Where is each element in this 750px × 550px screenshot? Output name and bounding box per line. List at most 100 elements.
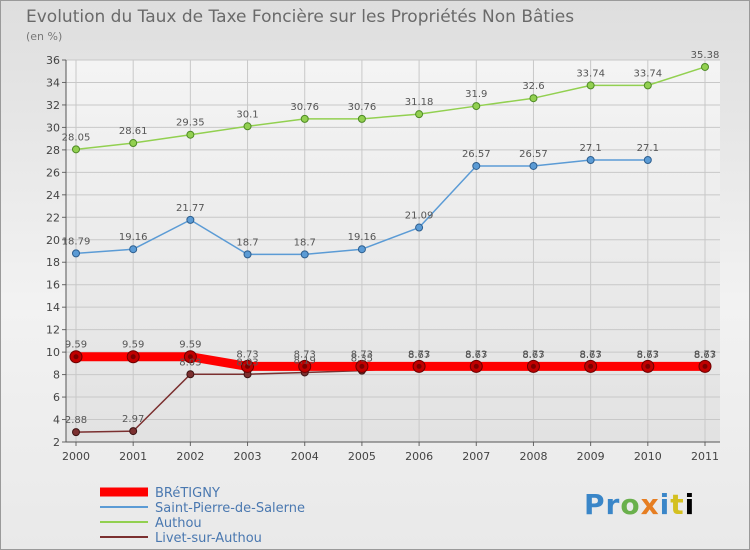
y-tick-label: 22 bbox=[46, 211, 60, 224]
data-point bbox=[643, 81, 652, 90]
data-label: 9.59 bbox=[65, 340, 87, 351]
x-tick-label: 2003 bbox=[234, 450, 262, 463]
data-point bbox=[472, 161, 481, 170]
proxiti-logo: Proxiti bbox=[584, 488, 695, 521]
data-point bbox=[472, 102, 481, 111]
data-point-core bbox=[530, 363, 536, 369]
y-tick-label: 36 bbox=[46, 54, 60, 67]
data-label: 29.35 bbox=[176, 118, 205, 129]
data-point-core bbox=[702, 363, 708, 369]
data-point bbox=[529, 161, 538, 170]
data-label: 28.05 bbox=[62, 132, 91, 143]
data-label: 27.1 bbox=[637, 143, 659, 154]
data-point bbox=[243, 250, 252, 259]
data-point-core bbox=[359, 363, 365, 369]
data-point-core bbox=[645, 363, 651, 369]
data-point-core bbox=[130, 354, 136, 360]
legend-label-2: Authou bbox=[155, 516, 202, 531]
data-point bbox=[300, 250, 309, 259]
data-point bbox=[186, 130, 195, 139]
x-tick-label: 2004 bbox=[291, 450, 319, 463]
y-tick-label: 12 bbox=[46, 324, 60, 337]
data-label: 26.57 bbox=[519, 149, 548, 160]
y-tick-label: 34 bbox=[46, 76, 60, 89]
y-tick-label: 32 bbox=[46, 99, 60, 112]
y-tick-label: 16 bbox=[46, 279, 60, 292]
data-point bbox=[243, 122, 252, 131]
y-tick-label: 26 bbox=[46, 166, 60, 179]
data-label: 8.73 bbox=[351, 349, 373, 360]
data-point-core bbox=[473, 363, 479, 369]
legend-label-0: BRéTIGNY bbox=[155, 486, 220, 501]
data-point bbox=[415, 223, 424, 232]
data-point bbox=[129, 139, 138, 148]
data-label: 33.74 bbox=[633, 68, 662, 79]
data-point bbox=[701, 62, 709, 71]
legend-label-3: Livet-sur-Authou bbox=[155, 531, 262, 546]
x-tick-label: 2011 bbox=[691, 450, 719, 463]
x-tick-label: 2006 bbox=[405, 450, 433, 463]
data-label: 9.59 bbox=[122, 340, 144, 351]
data-label: 8.35 bbox=[351, 354, 373, 365]
data-point-core bbox=[73, 354, 79, 360]
y-tick-label: 24 bbox=[46, 189, 60, 202]
data-label: 35.38 bbox=[691, 50, 720, 61]
logo-letter: x bbox=[640, 488, 660, 521]
data-point bbox=[300, 114, 309, 123]
x-tick-label: 2008 bbox=[519, 450, 547, 463]
data-label: 18.7 bbox=[294, 237, 316, 248]
data-point bbox=[415, 110, 424, 119]
data-point-core bbox=[302, 363, 308, 369]
data-label: 8.73 bbox=[694, 349, 716, 360]
data-point bbox=[586, 155, 595, 164]
data-label: 8.73 bbox=[522, 349, 544, 360]
data-label: 8.03 bbox=[236, 357, 258, 368]
data-label: 26.57 bbox=[462, 149, 491, 160]
data-point-core bbox=[416, 363, 422, 369]
data-label: 33.74 bbox=[576, 68, 605, 79]
data-label: 8.73 bbox=[637, 349, 659, 360]
y-tick-label: 8 bbox=[53, 369, 60, 382]
data-point bbox=[357, 245, 366, 254]
data-label: 8.73 bbox=[408, 349, 430, 360]
series-layer bbox=[69, 62, 712, 437]
data-label: 21.77 bbox=[176, 203, 205, 214]
data-label: 28.61 bbox=[119, 126, 148, 137]
x-tick-label: 2007 bbox=[462, 450, 490, 463]
data-label: 8.03 bbox=[179, 357, 201, 368]
logo-letter: r bbox=[605, 488, 621, 521]
data-label: 8.73 bbox=[294, 349, 316, 360]
data-label: 31.18 bbox=[405, 97, 434, 108]
data-point-core bbox=[588, 363, 594, 369]
data-label: 8.67 bbox=[465, 350, 487, 361]
data-label: 8.67 bbox=[637, 350, 659, 361]
x-tick-label: 2001 bbox=[119, 450, 147, 463]
data-label: 2.88 bbox=[65, 415, 87, 426]
y-tick-label: 28 bbox=[46, 144, 60, 157]
data-label: 32.6 bbox=[522, 81, 544, 92]
logo-letter: i bbox=[659, 488, 671, 521]
data-point bbox=[186, 370, 195, 379]
x-tick-label: 2005 bbox=[348, 450, 376, 463]
y-tick-label: 6 bbox=[53, 391, 60, 404]
y-tick-label: 4 bbox=[53, 414, 60, 427]
y-tick-label: 30 bbox=[46, 121, 60, 134]
logo-letter: o bbox=[620, 488, 641, 521]
data-label: 2.97 bbox=[122, 414, 144, 425]
data-label: 8.67 bbox=[580, 350, 602, 361]
data-point bbox=[129, 427, 138, 436]
y-tick-label: 20 bbox=[46, 234, 60, 247]
data-label: 19.16 bbox=[119, 232, 148, 243]
data-point bbox=[529, 94, 538, 103]
legend: BRéTIGNYSaint-Pierre-de-SalerneAuthouLiv… bbox=[100, 486, 305, 546]
data-label: 8.67 bbox=[694, 350, 716, 361]
data-label: 8.67 bbox=[408, 350, 430, 361]
data-label: 30.76 bbox=[290, 102, 319, 113]
data-label: 30.76 bbox=[348, 102, 377, 113]
data-labels: 2.88 2.97 8.03 8.03 8.19 8.35 8.67 8.67 8.67 8.67… bbox=[62, 50, 720, 426]
data-label: 8.73 bbox=[465, 349, 487, 360]
legend-label-1: Saint-Pierre-de-Salerne bbox=[155, 501, 305, 516]
y-tick-label: 2 bbox=[53, 436, 60, 449]
